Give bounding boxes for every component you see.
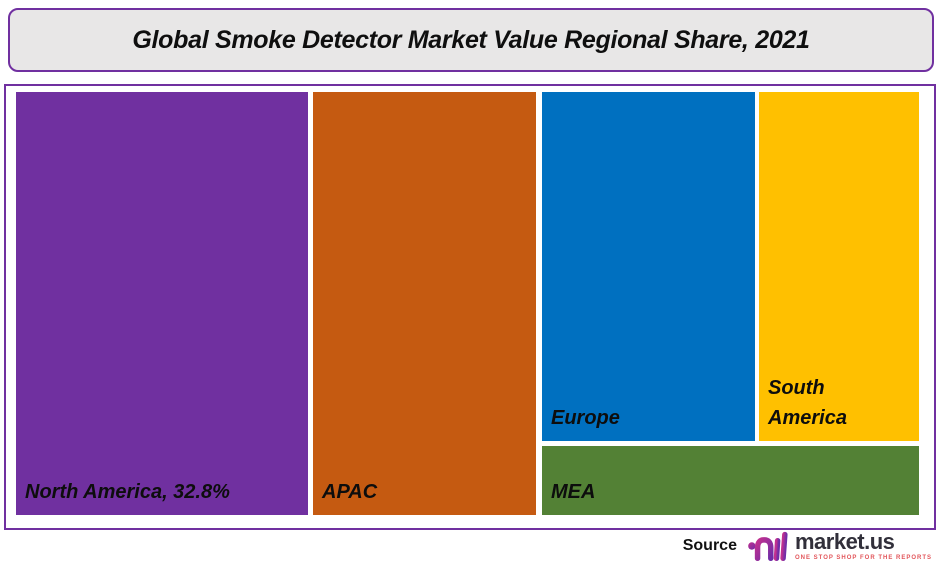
treemap-tile-apac: APAC [313,92,536,515]
treemap-tile-south-america: South America [759,92,919,441]
treemap-tile-north-america: North America, 32.8% [16,92,308,515]
tile-label-south-america: South America [768,377,847,429]
chart-title-box: Global Smoke Detector Market Value Regio… [8,8,934,72]
tile-label-apac: APAC [322,481,378,503]
treemap-tile-mea: MEA [542,446,919,515]
treemap-tile-europe: Europe [542,92,755,441]
tile-label-north-america: North America, 32.8% [25,481,230,503]
tile-label-mea: MEA [551,481,596,503]
source-attribution: Source market.us [683,527,932,565]
tile-label-europe: Europe [551,407,620,429]
brand-tagline: ONE STOP SHOP FOR THE REPORTS [794,555,932,561]
chart-title: Global Smoke Detector Market Value Regio… [132,25,810,54]
market-us-logo-icon [747,528,791,564]
market-us-logo: market.us ONE STOP SHOP FOR THE REPORTS [747,528,932,564]
treemap-container: North America, 32.8% APAC Europe South A… [4,84,936,530]
brand-name: market.us [794,529,895,554]
source-label: Source [682,537,737,554]
